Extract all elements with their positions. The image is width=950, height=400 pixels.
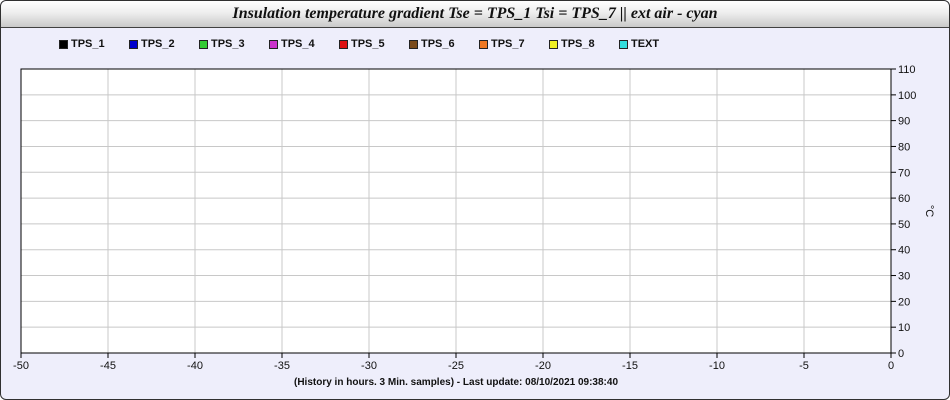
- legend-label: TPS_4: [281, 38, 315, 50]
- x-tick-label: -15: [622, 360, 638, 372]
- x-tick-label: -5: [799, 360, 809, 372]
- legend-swatch: [409, 40, 418, 49]
- x-tick-label: 0: [888, 360, 894, 372]
- legend-swatch: [269, 40, 278, 49]
- y-tick-label: 30: [898, 271, 910, 283]
- y-tick-label: 70: [898, 167, 910, 179]
- title-bar: Insulation temperature gradient Tse = TP…: [1, 1, 949, 28]
- y-tick-label: 60: [898, 193, 910, 205]
- legend-swatch: [549, 40, 558, 49]
- y-tick-label: 90: [898, 116, 910, 128]
- y-tick-label: 40: [898, 245, 910, 257]
- legend-swatch: [129, 40, 138, 49]
- x-tick-label: -35: [274, 360, 290, 372]
- y-tick-label: 110: [898, 64, 916, 76]
- legend-label: TPS_3: [211, 38, 245, 50]
- x-tick-label: -10: [709, 360, 725, 372]
- legend-label: TPS_8: [561, 38, 595, 50]
- y-tick-label: 0: [898, 348, 904, 360]
- legend-label: TEXT: [631, 38, 660, 50]
- legend-swatch: [59, 40, 68, 49]
- legend-label: TPS_1: [71, 38, 105, 50]
- y-tick-label: 20: [898, 296, 910, 308]
- y-tick-label: 50: [898, 219, 910, 231]
- legend-label: TPS_2: [141, 38, 175, 50]
- x-axis-label: (History in hours. 3 Min. samples) - Las…: [294, 377, 618, 388]
- chart-title: Insulation temperature gradient Tse = TP…: [232, 5, 718, 22]
- x-tick-label: -40: [187, 360, 203, 372]
- x-tick-label: -45: [100, 360, 116, 372]
- y-axis-label: °C: [923, 205, 935, 217]
- legend-label: TPS_6: [421, 38, 455, 50]
- y-tick-label: 10: [898, 322, 910, 334]
- legend-swatch: [619, 40, 628, 49]
- x-tick-label: -20: [535, 360, 551, 372]
- legend-swatch: [339, 40, 348, 49]
- y-tick-label: 100: [898, 90, 916, 102]
- x-tick-label: -30: [361, 360, 377, 372]
- y-tick-label: 80: [898, 141, 910, 153]
- x-tick-label: -25: [448, 360, 464, 372]
- legend-label: TPS_7: [491, 38, 525, 50]
- legend-swatch: [479, 40, 488, 49]
- legend-label: TPS_5: [351, 38, 385, 50]
- x-tick-label: -50: [13, 360, 29, 372]
- legend-swatch: [199, 40, 208, 49]
